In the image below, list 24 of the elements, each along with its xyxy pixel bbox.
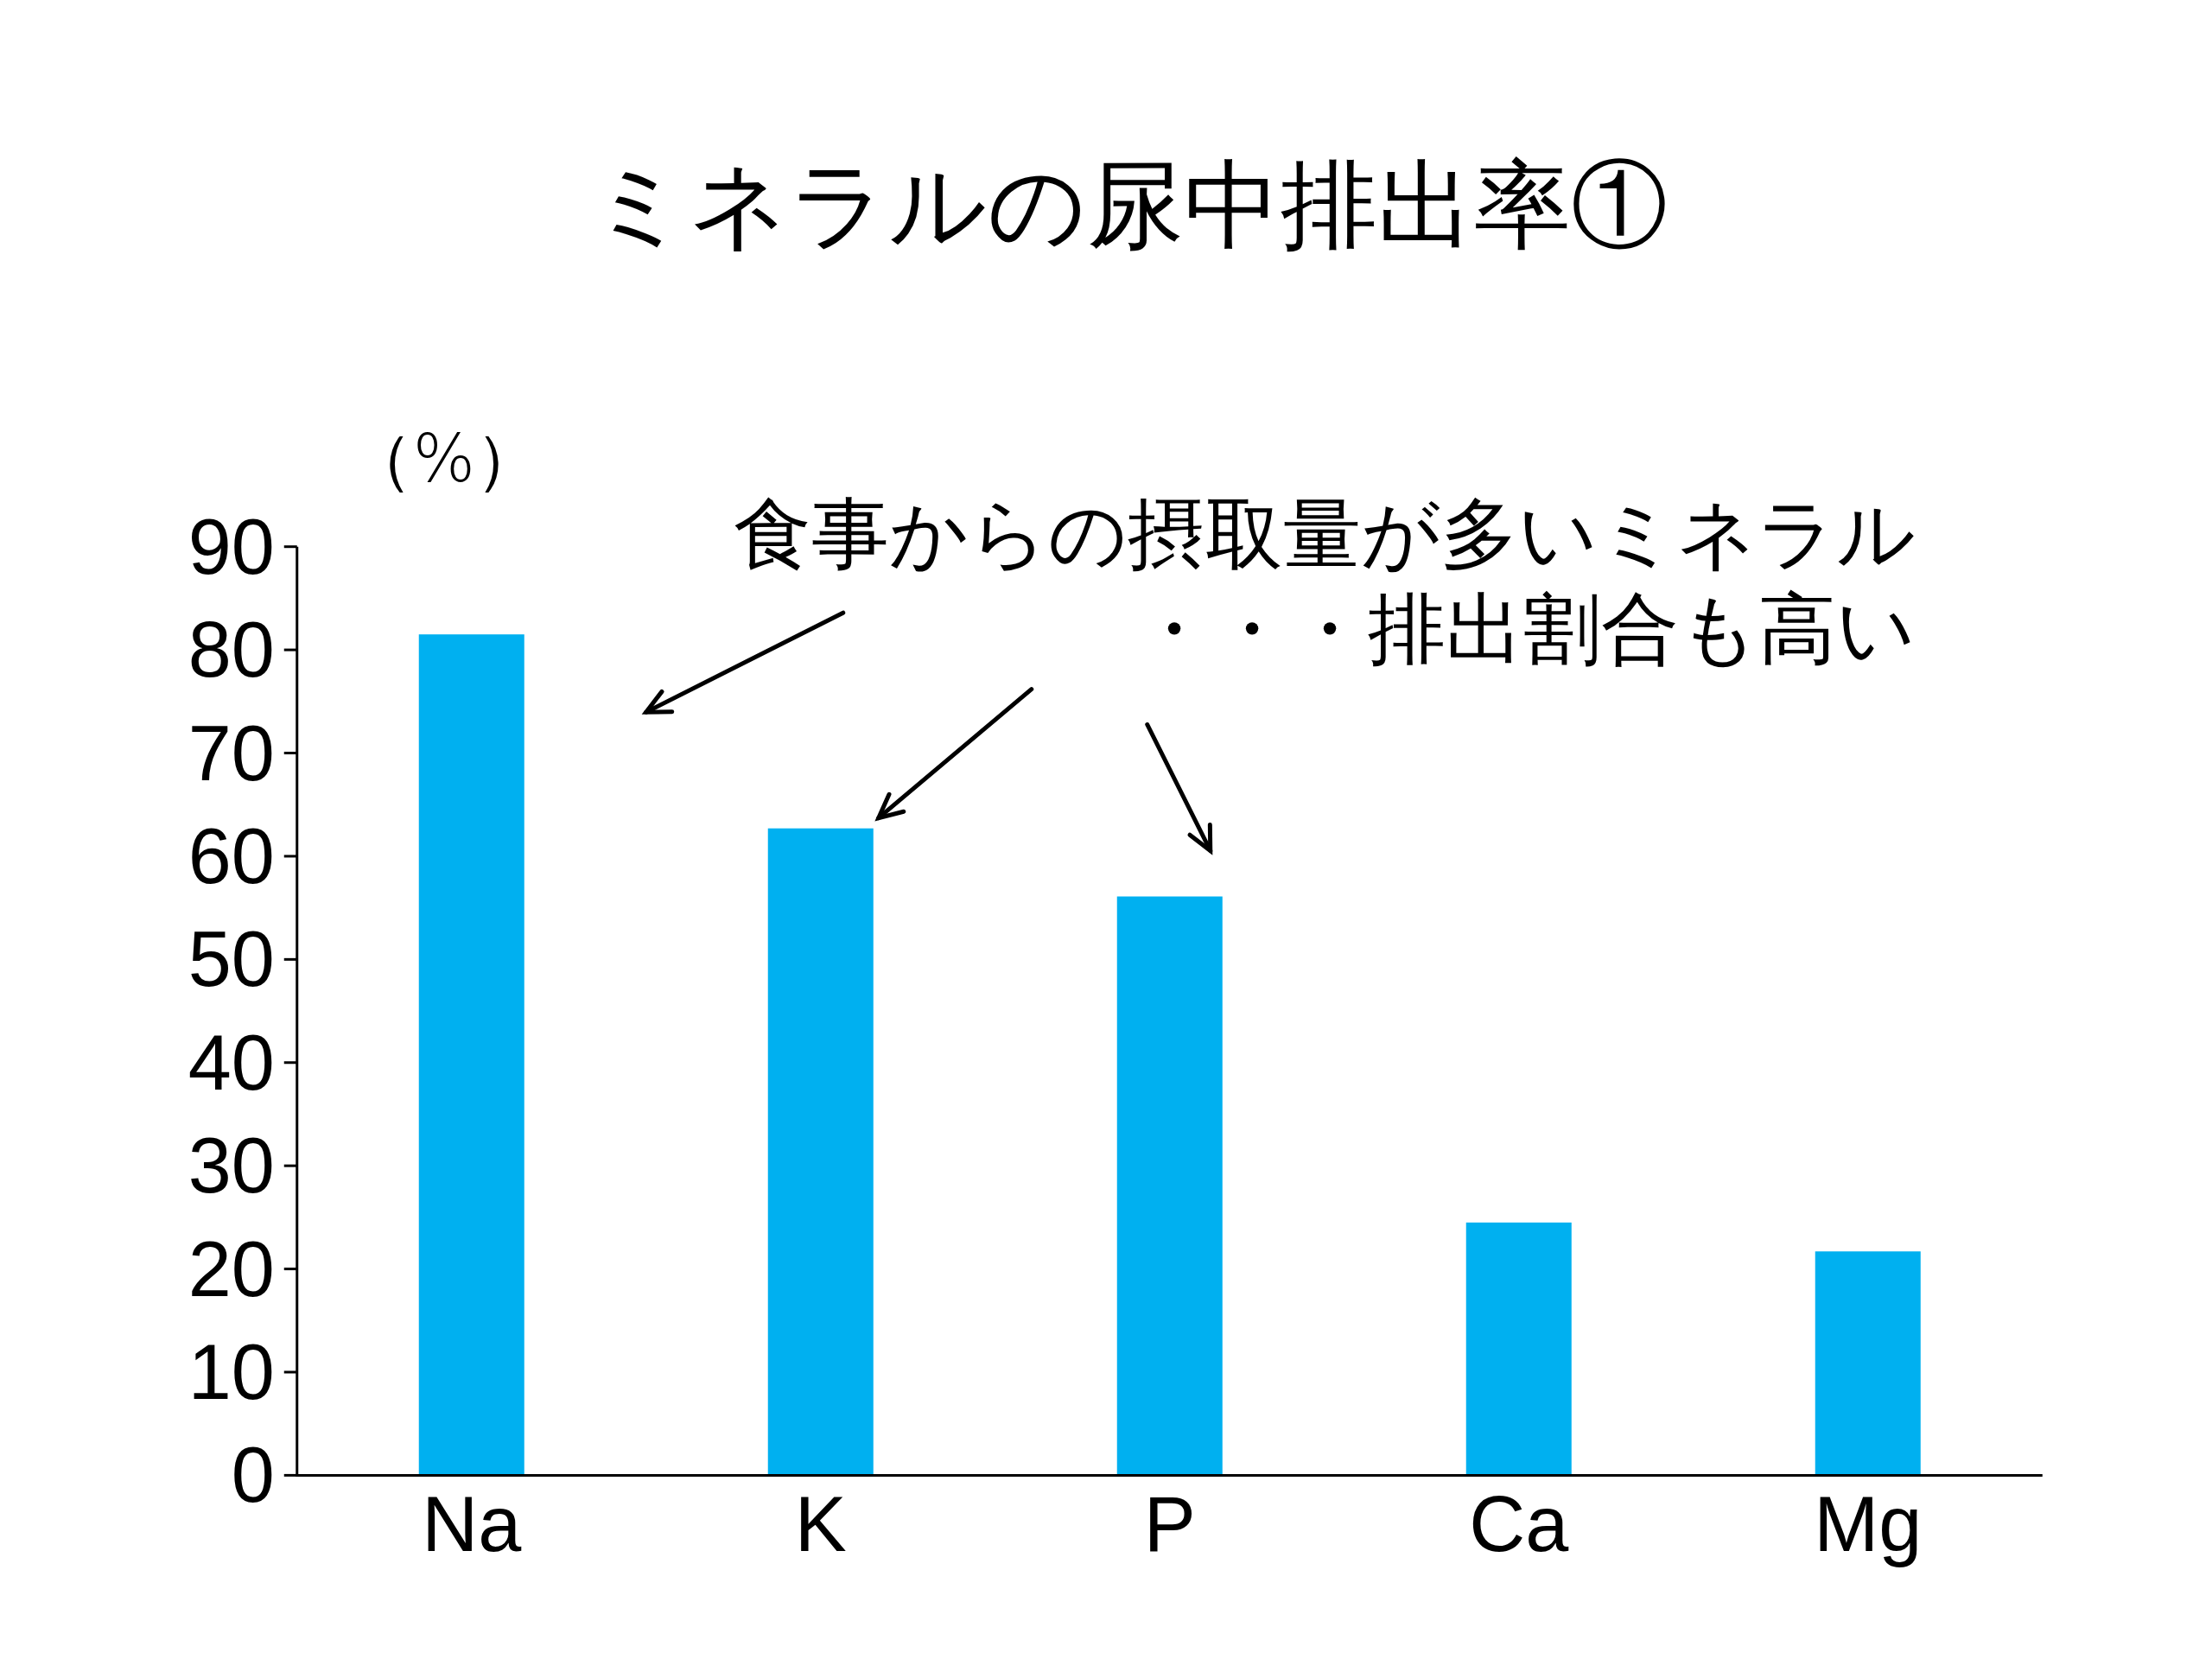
y-axis-title: （%） bbox=[346, 420, 541, 498]
annotation: 食事からの摂取量が多いミネラル bbox=[734, 487, 1916, 579]
y-tick-label: 60 bbox=[188, 812, 275, 899]
bar bbox=[1465, 1222, 1572, 1476]
y-tick-label: 80 bbox=[188, 607, 275, 694]
bar bbox=[1815, 1251, 1921, 1476]
x-tick-label: Ca bbox=[1469, 1481, 1570, 1568]
chart-title: ミネラルの尿中排出率① bbox=[589, 149, 1668, 261]
y-tick-label: 90 bbox=[188, 503, 275, 590]
y-tick-label: 0 bbox=[231, 1432, 275, 1519]
bar bbox=[418, 634, 524, 1476]
x-tick-label: P bbox=[1143, 1481, 1196, 1568]
x-tick-label: K bbox=[794, 1481, 847, 1568]
annotation: ・・・排出割合も高い bbox=[1135, 582, 1916, 674]
y-tick-label: 40 bbox=[188, 1019, 275, 1106]
x-tick-label: Mg bbox=[1814, 1481, 1923, 1568]
y-tick-label: 10 bbox=[188, 1328, 275, 1415]
y-tick-label: 30 bbox=[188, 1122, 275, 1210]
y-tick-label: 70 bbox=[188, 709, 275, 797]
bar bbox=[1116, 896, 1223, 1476]
y-tick-label: 50 bbox=[188, 916, 275, 1003]
bar bbox=[767, 828, 874, 1476]
y-tick-label: 20 bbox=[188, 1225, 275, 1313]
x-tick-label: Na bbox=[422, 1481, 523, 1568]
